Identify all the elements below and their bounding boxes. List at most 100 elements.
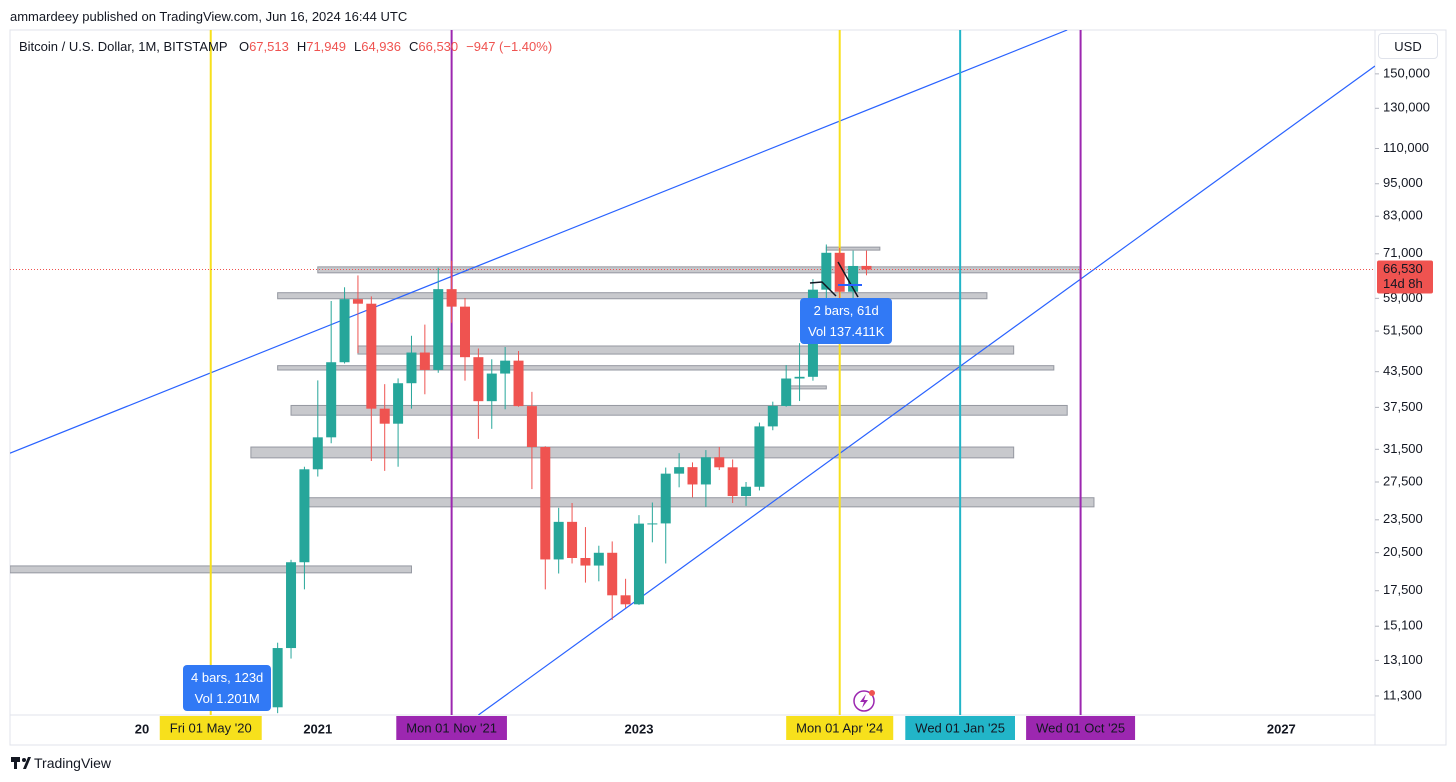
y-tick-label: 31,500 bbox=[1383, 441, 1423, 456]
candle-body bbox=[861, 265, 872, 270]
y-tick-label: 23,500 bbox=[1383, 511, 1423, 526]
date-label: Wed 01 Oct '25 bbox=[1036, 720, 1125, 735]
y-tick-label: 95,000 bbox=[1383, 175, 1423, 190]
candle-body bbox=[433, 289, 444, 370]
candle-body bbox=[794, 376, 805, 379]
plot-area bbox=[10, 30, 1375, 715]
symbol-title: Bitcoin / U.S. Dollar, 1M, BITSTAMP bbox=[19, 39, 228, 54]
y-tick-label: 20,500 bbox=[1383, 544, 1423, 559]
y-tick-label: 43,500 bbox=[1383, 363, 1423, 378]
price-change: −947 (−1.40%) bbox=[466, 39, 553, 54]
drawing-tools bbox=[809, 261, 862, 298]
y-tick-label: 37,500 bbox=[1383, 399, 1423, 414]
y-tick-label: 71,000 bbox=[1383, 245, 1423, 260]
ohlc-value: 64,936 bbox=[361, 39, 401, 54]
measure-line bbox=[809, 281, 837, 297]
candle-body bbox=[741, 486, 752, 497]
candle-body bbox=[700, 457, 711, 485]
ohlc-key: H bbox=[296, 39, 307, 54]
tv-logo bbox=[11, 757, 31, 769]
date-label-bg bbox=[396, 716, 507, 740]
candle-body bbox=[714, 457, 725, 468]
candle-body bbox=[687, 467, 698, 485]
candle-body bbox=[286, 562, 297, 649]
date-label-bg bbox=[905, 716, 1015, 740]
candle-body bbox=[607, 552, 618, 596]
candle-body bbox=[674, 467, 685, 474]
symbol-legend: Bitcoin / U.S. Dollar, 1M, BITSTAMP O67,… bbox=[19, 39, 552, 54]
date-label: Mon 01 Apr '24 bbox=[796, 720, 883, 735]
y-tick-label: 130,000 bbox=[1383, 100, 1430, 115]
measure-box: 2 bars, 61d Vol 137.411K bbox=[800, 298, 893, 344]
x-tick-label: 2027 bbox=[1267, 721, 1296, 736]
candle-body bbox=[299, 469, 310, 563]
candle-body bbox=[379, 408, 390, 424]
alert-icon[interactable] bbox=[853, 690, 875, 712]
ohlc-value: 67,513 bbox=[249, 39, 289, 54]
price-zone bbox=[825, 246, 881, 251]
candle-body bbox=[848, 265, 859, 292]
candle-body bbox=[593, 552, 604, 566]
candle-body bbox=[352, 299, 363, 304]
candle-body bbox=[406, 352, 417, 384]
y-tick-label: 17,500 bbox=[1383, 582, 1423, 597]
price-zone bbox=[317, 266, 1082, 274]
footer-brand[interactable]: TradingView bbox=[34, 755, 112, 771]
price-zone bbox=[250, 446, 1015, 459]
candle-body bbox=[272, 648, 283, 708]
candle-body bbox=[567, 521, 578, 559]
candle-body bbox=[540, 447, 551, 560]
candle-body bbox=[393, 383, 404, 424]
x-tick-label: 20 bbox=[135, 721, 149, 736]
candle-body bbox=[767, 405, 778, 427]
measure-text: 2 bars, 61d bbox=[813, 303, 879, 318]
candle-body bbox=[620, 595, 631, 605]
trend-line bbox=[478, 65, 1375, 715]
countdown-label: 14d 8h bbox=[1383, 276, 1423, 291]
currency-button[interactable]: USD bbox=[1378, 33, 1438, 59]
y-tick-label: 11,300 bbox=[1383, 687, 1422, 702]
date-label: Mon 01 Nov '21 bbox=[406, 720, 497, 735]
candle-body bbox=[366, 303, 377, 409]
ohlc-key: O bbox=[238, 39, 250, 54]
candle-body bbox=[339, 299, 350, 363]
measure-text: Vol 137.411K bbox=[808, 324, 885, 339]
ohlc-key: C bbox=[408, 39, 419, 54]
ohlc-value: 71,949 bbox=[306, 39, 346, 54]
date-label-bg bbox=[1026, 716, 1136, 740]
last-price-bg bbox=[1377, 260, 1433, 294]
date-label-bg bbox=[786, 716, 894, 740]
measure-line bbox=[837, 261, 859, 298]
candle-body bbox=[446, 289, 457, 307]
date-label-bg bbox=[159, 716, 262, 740]
candle-body bbox=[754, 426, 765, 487]
candle-body bbox=[834, 252, 845, 292]
candle-body bbox=[486, 373, 497, 402]
y-tick-label: 15,100 bbox=[1383, 618, 1423, 633]
price-zone bbox=[290, 404, 1068, 416]
ohlc-key: L bbox=[353, 39, 362, 54]
candle-body bbox=[326, 362, 337, 438]
x-tick-label: 2023 bbox=[625, 721, 654, 736]
y-tick-label: 150,000 bbox=[1383, 65, 1430, 80]
price-zone bbox=[277, 365, 1055, 371]
ohlc-value: 66,530 bbox=[418, 39, 459, 54]
candle-body bbox=[553, 521, 564, 560]
candle-body bbox=[526, 406, 537, 448]
last-price-label: 66,530 bbox=[1383, 261, 1423, 276]
y-tick-label: 27,500 bbox=[1383, 473, 1423, 488]
x-tick-label: 2021 bbox=[303, 721, 332, 736]
candle-body bbox=[500, 360, 511, 374]
price-zone bbox=[785, 385, 827, 390]
y-tick-label: 110,000 bbox=[1383, 140, 1429, 155]
y-tick-label: 59,000 bbox=[1383, 290, 1423, 305]
y-tick-label: 83,000 bbox=[1383, 208, 1423, 223]
price-zone bbox=[357, 345, 1015, 355]
frame bbox=[9, 29, 1447, 746]
candle-body bbox=[727, 467, 738, 497]
candle-body bbox=[633, 523, 644, 605]
candle-body bbox=[473, 357, 484, 402]
price-zone bbox=[277, 292, 988, 300]
